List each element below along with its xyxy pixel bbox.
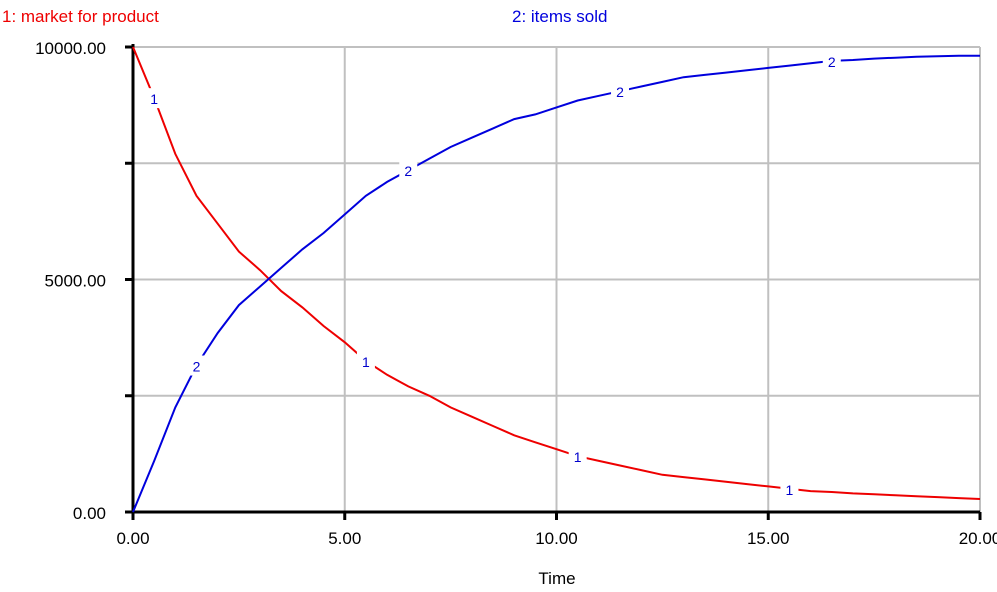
series-marker-bg [399,160,418,181]
series-markers: 1 1 1 1 2 2 2 2 [145,50,841,499]
y-tick-label: 0.00 [73,504,106,523]
series-marker-2: 2 [616,84,624,100]
series-marker-bg [822,50,841,71]
x-tick-label: 10.00 [535,529,578,548]
series-marker-2: 2 [193,359,201,375]
x-tick-label: 5.00 [328,529,361,548]
series-marker-bg [145,88,164,109]
series-line-1 [132,46,981,500]
x-axis-title: Time [538,569,575,588]
axes [125,44,982,520]
series-marker-1: 1 [362,354,370,370]
y-tick-label: 5000.00 [45,272,106,291]
series-marker-bg [780,478,799,499]
series-marker-1: 1 [150,91,158,107]
tick-labels: 0.00 5000.00 10000.00 0.00 5.00 10.00 15.00 20.… [35,39,997,548]
legend-series-1: 1: market for product [2,7,159,26]
series-marker-2: 2 [404,163,412,179]
y-tick-label: 10000.00 [35,39,106,58]
series-marker-bg [611,81,630,102]
series-marker-2: 2 [828,54,836,70]
x-tick-label: 0.00 [116,529,149,548]
series-marker-bg [568,446,587,467]
series-marker-bg [187,355,206,376]
series-marker-1: 1 [574,449,582,465]
x-tick-label: 20.00 [959,529,997,548]
series-marker-1: 1 [786,482,794,498]
legend-series-2: 2: items sold [512,7,607,26]
series-marker-bg [356,350,375,371]
grid [133,46,981,512]
x-tick-label: 15.00 [747,529,790,548]
